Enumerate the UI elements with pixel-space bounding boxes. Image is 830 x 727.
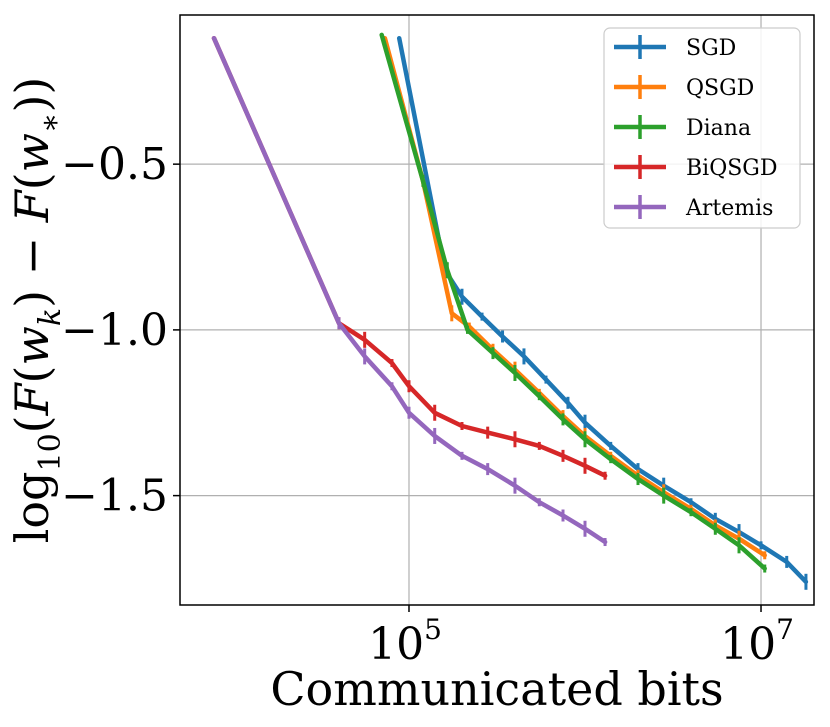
series-line-diana	[379, 32, 767, 571]
legend-box	[603, 27, 801, 229]
x-tick-label: 107	[720, 613, 794, 670]
series-layer	[211, 32, 809, 590]
tick-layer: 105 107 −0.5 −1.0 −1.5	[61, 139, 794, 670]
x-tick-label: 105	[368, 613, 442, 670]
series-diana	[379, 32, 767, 573]
y-tick-label: −0.5	[61, 139, 168, 190]
legend-label-sgd: SGD	[686, 36, 736, 61]
legend-label-diana: Diana	[686, 116, 751, 141]
plot-frame	[179, 14, 815, 606]
legend-label-artemis: Artemis	[685, 196, 773, 221]
y-tick-label: −1.0	[61, 305, 168, 356]
series-artemis	[211, 35, 608, 547]
legend-label-biqsgd: BiQSGD	[686, 156, 778, 181]
series-line-qsgd	[382, 35, 767, 558]
legend: SGD QSGD Diana BiQSGD Artemis	[603, 27, 801, 229]
series-line-sgd	[396, 35, 809, 585]
legend-label-qsgd: QSGD	[686, 76, 754, 101]
y-tick-label: −1.5	[61, 471, 168, 522]
y-axis-title: log10(F(wk) − F(w∗))	[5, 77, 68, 544]
x-axis-title: Communicated bits	[270, 662, 723, 716]
